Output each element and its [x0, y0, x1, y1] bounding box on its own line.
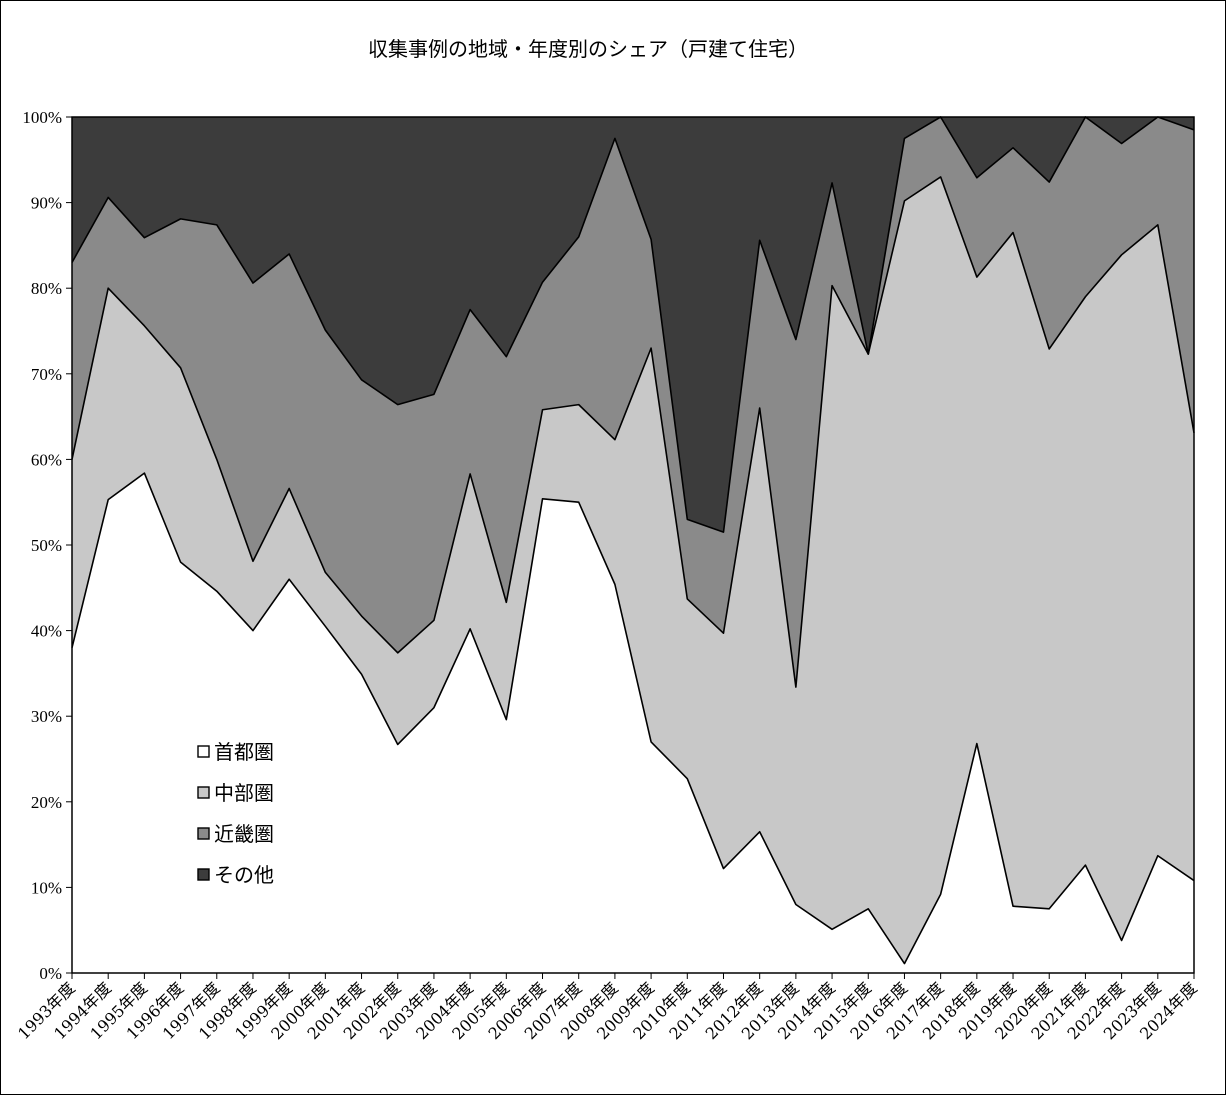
legend-swatch-2 — [197, 786, 210, 799]
legend-label-3: 近畿圏 — [214, 822, 274, 846]
legend-label-1: 首都圏 — [214, 740, 274, 764]
y-tick-label: 60% — [31, 450, 62, 469]
series-line-2 — [71, 176, 1195, 688]
y-axis: 0% 10% 20% 30% 40% 50% 60% 70% 80% 90% 100% — [22, 108, 72, 983]
y-tick-label: 100% — [22, 108, 62, 127]
y-tick-label: 40% — [31, 622, 62, 641]
y-tick-label: 10% — [31, 878, 62, 897]
y-tick-label: 80% — [31, 279, 62, 298]
y-tick-label: 70% — [31, 365, 62, 384]
y-tick-label: 20% — [31, 793, 62, 812]
chart-title: 収集事例の地域・年度別のシェア（戸建て住宅） — [368, 37, 808, 61]
legend-swatch-3 — [197, 827, 210, 840]
area-series-4 — [72, 117, 1194, 533]
y-tick-label: 30% — [31, 707, 62, 726]
area-series-1 — [72, 473, 1194, 973]
legend-label-2: 中部圏 — [214, 781, 274, 805]
x-axis: 1993年度1994年度1995年度1996年度1997年度1998年度1999… — [14, 973, 1201, 1043]
boundary-lines — [71, 116, 1195, 965]
y-tick-label: 90% — [31, 194, 62, 213]
area-series-3 — [72, 117, 1194, 688]
legend-swatch-4 — [197, 868, 210, 881]
legend-label-4: その他 — [214, 863, 274, 887]
legend-swatch-1 — [197, 745, 210, 758]
area-layers — [72, 117, 1194, 973]
area-series-2 — [72, 176, 1194, 964]
series-line-3 — [71, 116, 1195, 533]
y-tick-label: 0% — [39, 964, 62, 983]
y-tick-label: 50% — [31, 536, 62, 555]
series-line-1 — [71, 472, 1195, 965]
